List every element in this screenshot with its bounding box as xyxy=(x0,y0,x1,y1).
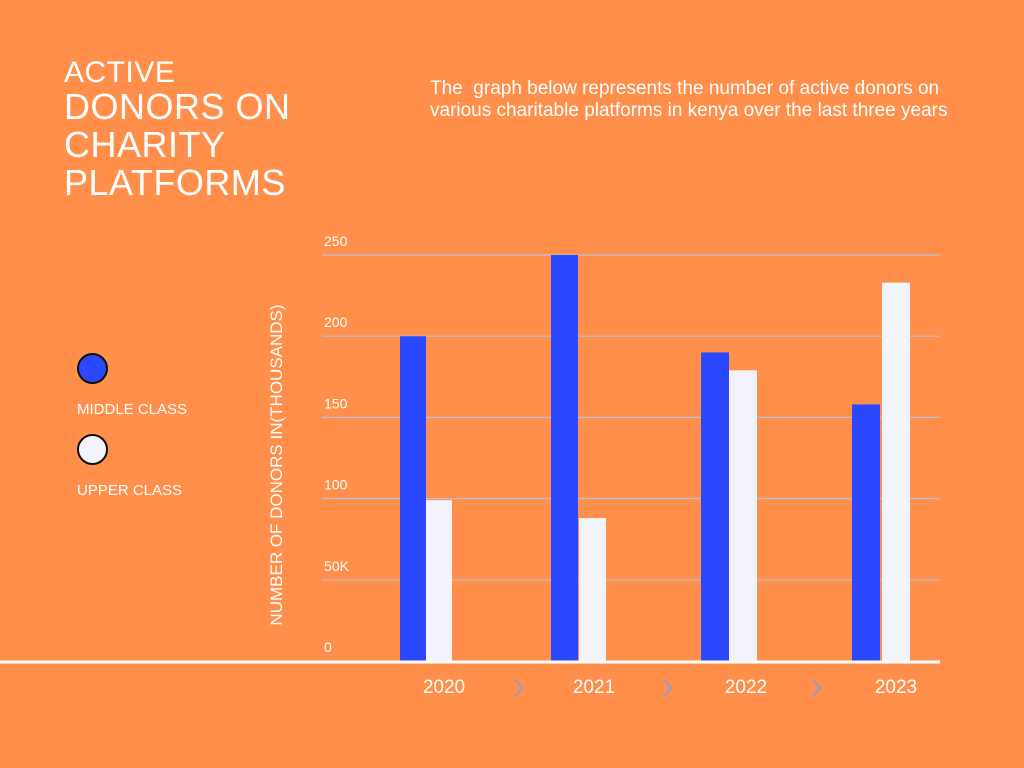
bar-upper-class-2022 xyxy=(729,370,757,661)
y-tick-label: 250 xyxy=(324,233,348,249)
legend-label-middle-class: MIDDLE CLASS xyxy=(77,401,188,418)
x-tick-label-2020: 2020 xyxy=(423,677,465,698)
y-tick-label: 200 xyxy=(324,314,348,330)
chevron-right-icon xyxy=(515,680,523,696)
chevron-right-icon xyxy=(813,680,821,696)
x-tick-label-2021: 2021 xyxy=(573,677,615,698)
bar-group-2020 xyxy=(400,336,452,661)
title-line-2: DONORS ON xyxy=(64,86,291,127)
bar-upper-class-2021 xyxy=(579,518,606,661)
x-tick-labels: 2020 2021 2022 2023 xyxy=(423,677,917,698)
chart-description: The graph below represents the number of… xyxy=(430,78,948,121)
y-tick-label: 0 xyxy=(324,639,332,655)
title-line-1: ACTIVE xyxy=(64,56,176,89)
bar-middle-class-2022 xyxy=(701,352,729,661)
bar-middle-class-2021 xyxy=(551,255,578,661)
x-tick-label-2023: 2023 xyxy=(875,677,917,698)
y-tick-label: 150 xyxy=(324,395,348,411)
y-tick-labels: 0 50K 100 150 200 250 xyxy=(324,233,350,655)
chevron-right-icon xyxy=(664,680,672,696)
y-tick-label: 50K xyxy=(324,558,350,574)
bars xyxy=(400,255,910,661)
title-line-4: PLATFORMS xyxy=(64,162,286,203)
bar-upper-class-2020 xyxy=(426,500,452,661)
title-line-3: CHARITY xyxy=(64,124,226,165)
chart-title: ACTIVE DONORS ON CHARITY PLATFORMS xyxy=(64,58,291,202)
bar-group-2023 xyxy=(852,282,910,661)
bar-group-2021 xyxy=(551,255,606,661)
x-tick-label-2022: 2022 xyxy=(725,677,767,698)
bar-middle-class-2020 xyxy=(400,336,426,661)
bar-middle-class-2023 xyxy=(852,404,880,661)
category-separators xyxy=(515,680,821,696)
legend-swatch-middle-class xyxy=(77,353,108,384)
y-tick-label: 100 xyxy=(324,477,348,493)
bar-upper-class-2023 xyxy=(882,282,910,661)
bar-group-2022 xyxy=(701,352,757,661)
legend-swatch-upper-class xyxy=(77,434,108,465)
legend-label-upper-class: UPPER CLASS xyxy=(77,482,183,499)
